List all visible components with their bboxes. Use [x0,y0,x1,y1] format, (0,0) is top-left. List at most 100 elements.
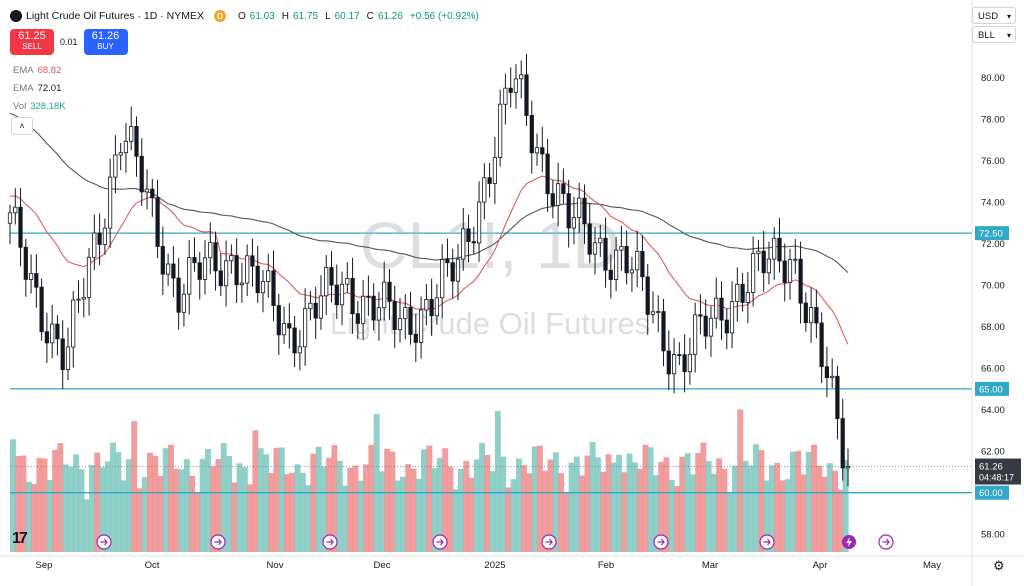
volume-bar [653,475,659,552]
economic-event-marker[interactable] [432,534,448,550]
volume-bar [36,457,43,552]
time-axis[interactable]: Sep Oct Nov Dec 2025 Feb Mar Apr May [0,555,1024,571]
candle [55,315,60,356]
volume-bar [826,463,833,552]
gear-icon[interactable]: ⚙ [993,558,1005,573]
volume-bar [15,456,22,552]
economic-event-marker[interactable] [322,534,338,550]
candle [751,236,756,307]
candle [223,240,229,307]
volume-bar [389,451,396,552]
candle [297,330,303,371]
volume-bar [73,454,80,552]
volume-bar [199,458,206,552]
indicator-ema-slow[interactable]: EMA 72.01 [13,83,62,94]
candle [86,247,92,316]
volume-bar [705,461,712,552]
candle [408,291,413,345]
ema-lines [9,112,849,345]
volume-bar [642,444,649,552]
collapse-legend-button[interactable]: ˄ [11,117,33,135]
economic-event-marker[interactable] [541,534,557,550]
volume-bar [563,493,570,552]
candle [556,162,561,227]
buy-button[interactable]: 61.26 BUY [83,29,128,55]
volume-bar [189,475,196,552]
symbol-title[interactable]: Light Crude Oil Futures · 1D · NYMEX [26,10,204,22]
unit-select[interactable]: BLL ▾ [972,26,1016,43]
candle [703,299,708,350]
volume-bar [795,450,802,552]
candle [13,188,18,225]
volume-bar [52,449,59,552]
candle [677,342,682,366]
level-price-label: 60.00 [979,488,1003,499]
indicator-ema-fast[interactable]: EMA 68.82 [13,65,62,76]
volume-bar [663,457,670,552]
volume-bar [732,465,738,552]
price-axis[interactable]: 80.00 78.00 76.00 74.00 72.00 70.00 68.00 66.00… [971,0,1021,586]
economic-event-marker[interactable] [96,534,112,550]
candle [445,238,450,277]
volume-bar [600,471,607,552]
candle [619,225,624,271]
candle [693,302,698,373]
volume-bar [816,465,823,552]
buy-price: 61.26 [91,30,120,42]
economic-event-marker[interactable] [210,534,226,550]
volume-bar [168,444,174,552]
volume-bar [194,492,201,552]
economic-event-marker[interactable] [759,534,775,550]
volume-bar [347,467,354,552]
event-markers [96,534,894,550]
indicator-volume[interactable]: Vol 328.18K [13,101,66,112]
volume-bar [373,414,380,552]
market-status-badge[interactable]: D [213,10,226,22]
candle [108,158,113,248]
volume-bar [120,480,127,552]
currency-select[interactable]: USD ▾ [972,7,1016,24]
economic-event-marker[interactable] [878,534,894,550]
volume-bar [125,459,132,552]
candle [624,230,629,285]
price-tick-label: 70.00 [981,281,1005,292]
sell-button[interactable]: 61.25 SELL [10,29,54,55]
candle [603,217,608,288]
close-value: 61.26 [377,10,403,22]
volume-bar [442,448,449,552]
volume-bar [631,462,638,552]
candle [798,241,803,324]
candle [397,297,403,343]
candle [234,238,239,303]
candle [392,285,397,348]
candle [123,123,128,173]
volume-bar [368,444,375,552]
watermark-name: Light Crude Oil Futures [330,306,650,341]
volume-bar [141,477,148,552]
level-price-badge [975,381,1009,396]
volume-bar [621,472,628,552]
economic-event-marker[interactable] [653,534,669,550]
volume-bar [226,455,232,552]
candle [292,315,297,367]
time-tick-label: Mar [702,560,718,571]
candle [366,275,371,316]
price-tick-label: 72.00 [981,239,1005,250]
volume-bar [790,451,796,552]
candle [577,182,582,233]
volume-bar [410,468,417,552]
volume-bar [805,451,812,552]
volume-bar [463,460,470,552]
candle [345,262,350,294]
volume-bar [695,453,702,552]
candle [76,280,81,313]
volume-bar [542,471,549,552]
volume-bar [147,452,153,552]
candle [540,126,545,173]
candle [18,188,23,267]
lightning-event-icon[interactable] [842,535,856,549]
volume-bar [821,476,828,552]
candle [787,248,793,300]
volume-bar [742,460,749,552]
